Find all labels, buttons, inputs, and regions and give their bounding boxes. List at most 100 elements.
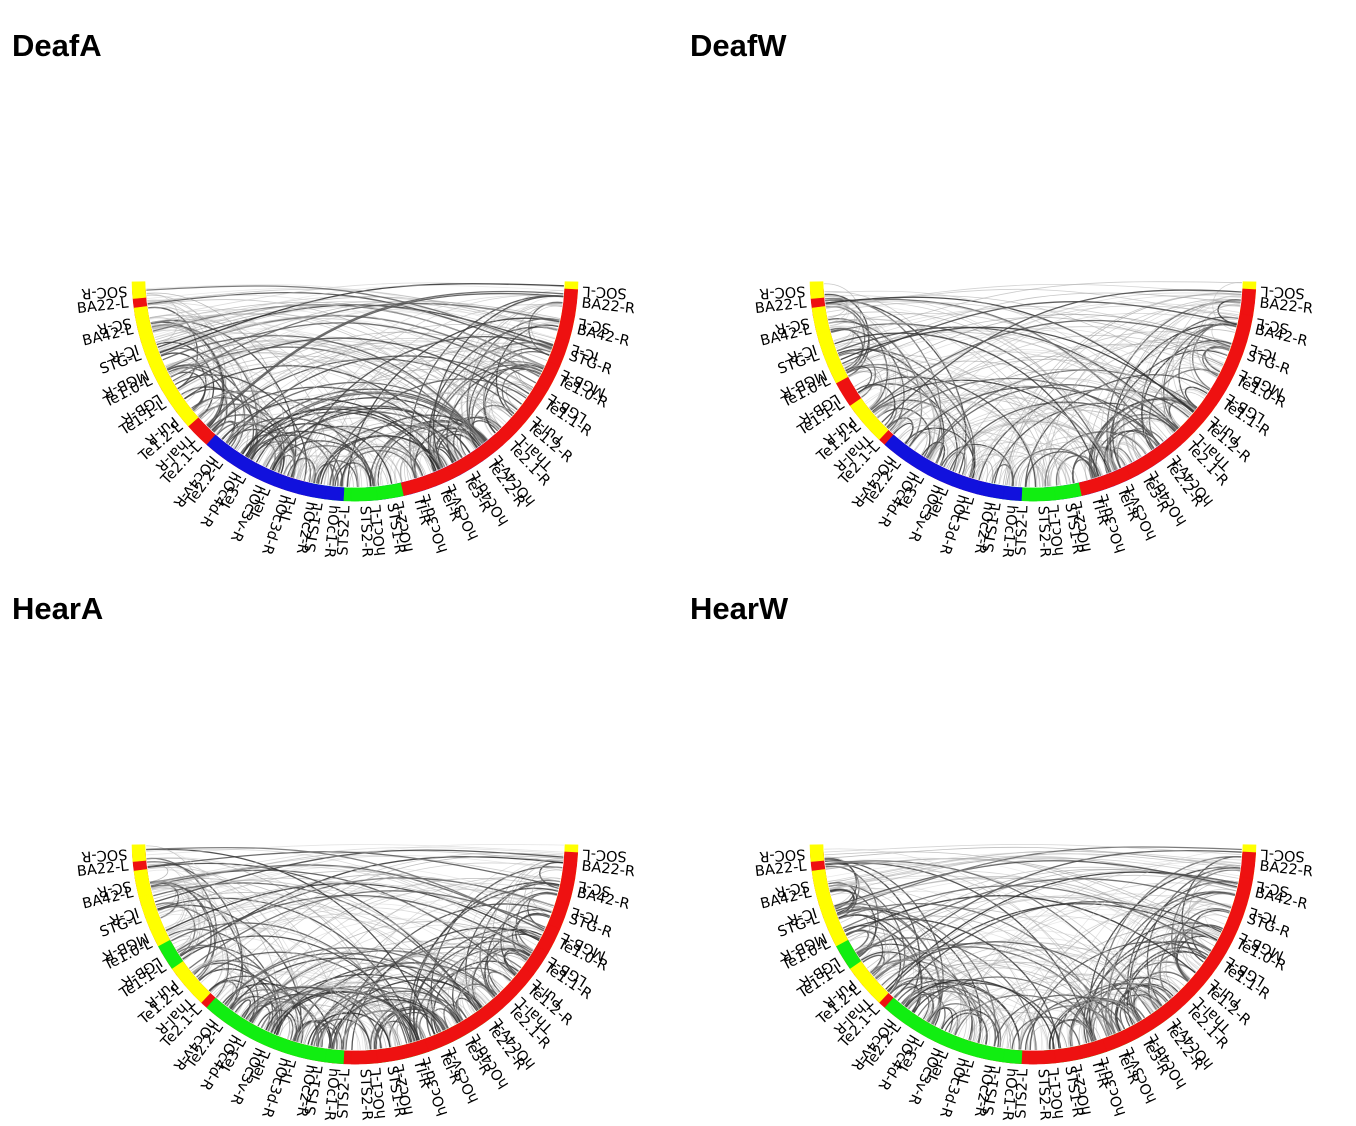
- region-label: SC-R: [774, 314, 811, 336]
- connection-line: [1019, 1002, 1122, 1050]
- connection-line: [825, 296, 1194, 413]
- connection-line: [824, 844, 1242, 856]
- connection-line: [838, 913, 856, 923]
- connection-line: [295, 460, 320, 484]
- connection-line: [226, 987, 322, 1048]
- connection-line: [891, 397, 1096, 478]
- connection-line: [457, 990, 489, 1021]
- connection-line: [270, 1004, 368, 1050]
- connection-line: [1048, 298, 1241, 487]
- connection-line: [824, 290, 1180, 428]
- connection-line: [881, 289, 1242, 423]
- connection-line: [199, 408, 215, 423]
- connection-line: [151, 883, 396, 1047]
- connection-line: [1178, 363, 1223, 416]
- connection-line: [840, 326, 1195, 413]
- connection-line: [431, 1008, 459, 1035]
- connection-line: [950, 882, 1237, 1034]
- connection-line: [881, 941, 1143, 1020]
- connection-line: [903, 908, 1217, 1006]
- connection-line: [1085, 940, 1211, 1043]
- connection-line: [855, 868, 1237, 953]
- connection-line: [1024, 996, 1136, 1050]
- connection-line: [844, 918, 1060, 1049]
- connection-line: [166, 898, 504, 989]
- connection-line: [296, 346, 548, 480]
- connection-line: [825, 861, 1115, 1034]
- region-segment: [350, 486, 378, 502]
- panel-hearw: HearW BA22-L BA42-L STG-L Te1.0-L Te1.1-L Te1…: [678, 563, 1356, 1126]
- region-label: SOC-R: [759, 283, 806, 301]
- connection-line: [194, 368, 475, 450]
- connection-line: [497, 927, 544, 983]
- connection-line: [1185, 950, 1208, 970]
- connection-line: [176, 894, 532, 954]
- connection-line: [1112, 324, 1237, 469]
- connection-line: [833, 307, 1224, 366]
- connectogram: BA22-LBA42-LSTG-LTe1.0-LTe1.1-LTe1.2-LTe…: [754, 281, 1314, 559]
- connection-line: [153, 877, 518, 974]
- connection-line: [827, 311, 1115, 471]
- connection-line: [825, 860, 1152, 1015]
- connection-line: [957, 989, 1112, 1037]
- connection-line: [1025, 451, 1097, 487]
- connection-line: [939, 987, 1095, 1042]
- connection-line: [228, 417, 374, 487]
- connection-line: [1015, 435, 1128, 487]
- connection-line: [878, 972, 904, 999]
- connection-line: [1212, 281, 1243, 331]
- connection-line: [831, 323, 1112, 473]
- region-label: BA22-R: [1259, 295, 1314, 317]
- region-segment: [400, 1038, 430, 1060]
- connectogram: BA22-LBA42-LSTG-LTe1.0-LTe1.1-LTe1.2-LTe…: [754, 844, 1314, 1122]
- connection-line: [834, 860, 1238, 907]
- connection-line: [881, 915, 1200, 986]
- connection-line: [324, 393, 511, 485]
- connectogram: BA22-LBA42-LSTG-LTe1.0-LTe1.1-LTe1.2-LTe…: [76, 844, 636, 1122]
- connection-line: [160, 844, 565, 918]
- connection-line: [1070, 901, 1232, 1047]
- connection-line: [265, 405, 471, 468]
- connection-line: [874, 965, 967, 1039]
- connection-line: [846, 915, 1108, 1037]
- region-segment: [324, 1048, 345, 1065]
- connection-line: [908, 893, 1230, 1010]
- region-segment: [206, 997, 236, 1025]
- panel-heara: HearA BA22-L BA42-L STG-L Te1.0-L Te1.1-L Te1…: [0, 563, 678, 1126]
- region-label: hOc1-R: [999, 1067, 1020, 1121]
- connection-line: [826, 288, 1239, 319]
- connection-line: [842, 885, 1212, 951]
- region-label: STS2-L: [335, 505, 353, 555]
- connection-line: [905, 979, 1055, 1049]
- region-segment: [884, 434, 914, 462]
- region-segment: [133, 869, 153, 898]
- region-label: TI-L: [955, 495, 978, 526]
- connections: [146, 282, 564, 488]
- connection-line: [261, 962, 480, 1029]
- connection-line: [904, 431, 928, 455]
- connection-line: [400, 453, 436, 482]
- connection-line: [265, 448, 319, 484]
- connection-line: [240, 949, 490, 1017]
- connection-line: [870, 377, 1114, 471]
- connection-line: [342, 430, 462, 487]
- region-label: TI-L: [277, 495, 300, 526]
- region-label: SC-R: [96, 314, 133, 336]
- connection-line: [463, 858, 564, 1010]
- connection-line: [176, 878, 553, 951]
- region-label: STS2-R: [1035, 505, 1053, 557]
- connection-line: [177, 944, 259, 1024]
- region-label: SC-L: [1255, 314, 1290, 336]
- connection-line: [830, 329, 905, 432]
- connection-line: [1110, 869, 1240, 1032]
- connection-line: [1174, 908, 1231, 982]
- connection-line: [876, 388, 1088, 480]
- connection-line: [924, 998, 1011, 1049]
- connection-line: [150, 301, 544, 369]
- connection-line: [166, 359, 318, 484]
- connection-line: [949, 401, 1160, 471]
- connection-line: [310, 421, 465, 483]
- connection-line: [146, 284, 556, 339]
- connection-line: [828, 318, 922, 447]
- connection-line: [929, 413, 1115, 471]
